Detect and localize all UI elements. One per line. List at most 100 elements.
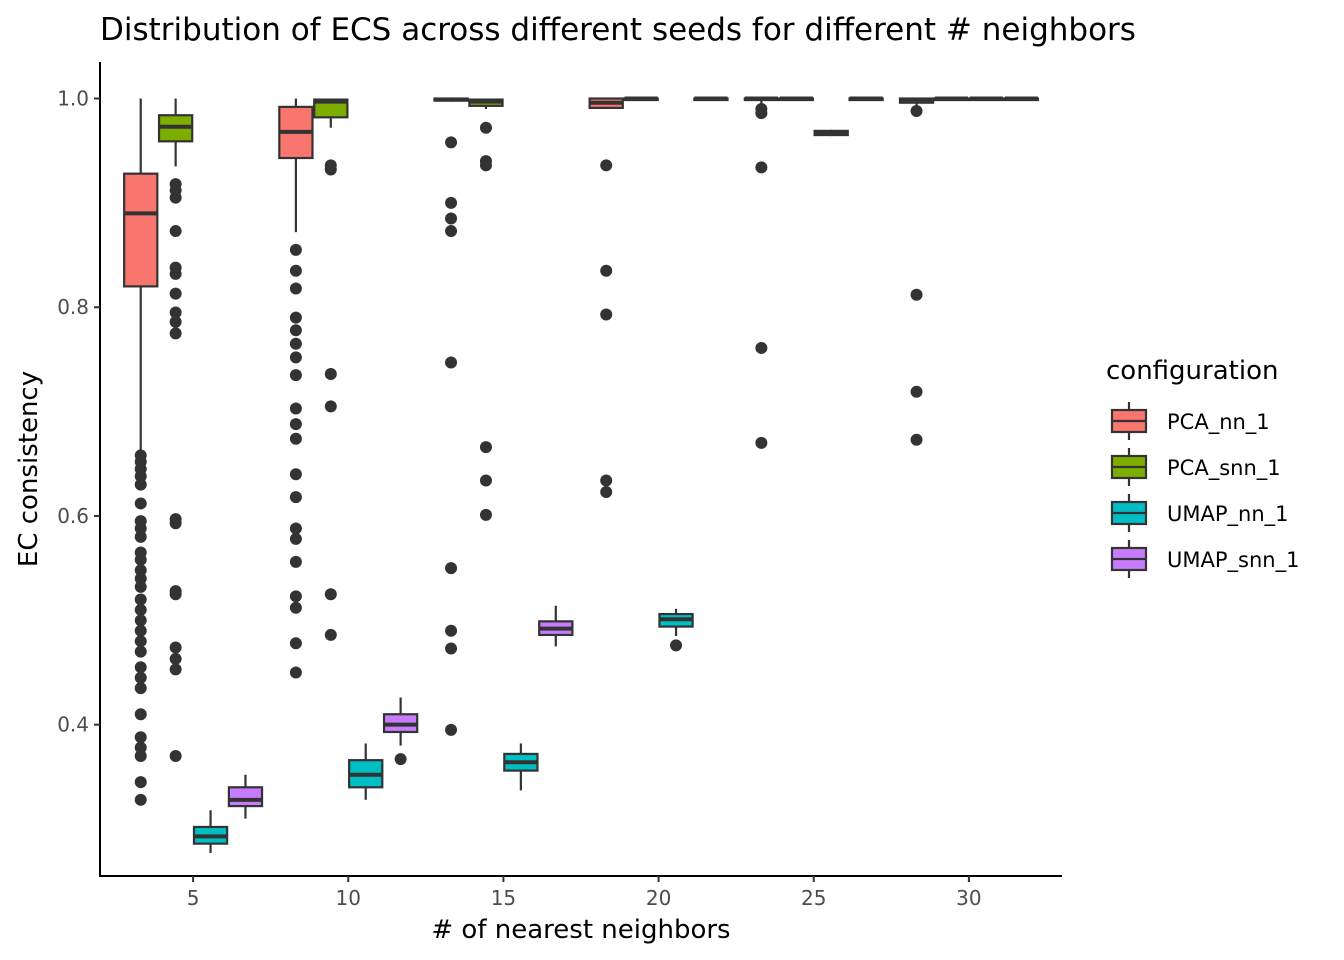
y-tick-label: 0.6 — [57, 504, 89, 528]
box-UMAP_snn_1-25 — [848, 96, 884, 102]
x-axis-ticks: 5 10 15 20 25 30 — [187, 876, 982, 910]
legend-item-PCA_snn_1: PCA_snn_1 — [1110, 448, 1281, 486]
outlier-point — [289, 351, 302, 364]
outlier-point — [755, 436, 768, 449]
outlier-point — [134, 671, 147, 684]
outlier-point — [289, 532, 302, 545]
outlier-point — [169, 749, 182, 762]
outlier-point — [324, 628, 337, 641]
box-UMAP_nn_1-20 — [658, 608, 694, 652]
outlier-point — [394, 753, 407, 766]
outlier-point — [134, 776, 147, 789]
outlier-point — [134, 593, 147, 606]
outlier-point — [445, 562, 458, 575]
outlier-point — [289, 468, 302, 481]
outlier-point — [445, 642, 458, 655]
y-axis-title: EC consistency — [14, 371, 44, 567]
box-UMAP_snn_1-5 — [227, 774, 264, 819]
box-PCA_nn_1-30 — [898, 97, 935, 446]
box-PCA_nn_1-15 — [433, 97, 469, 736]
outlier-point — [445, 356, 458, 369]
outlier-point — [289, 601, 302, 614]
legend-item-PCA_nn_1: PCA_nn_1 — [1110, 402, 1270, 440]
x-tick-label: 20 — [646, 886, 671, 910]
outlier-point — [169, 652, 182, 665]
box-PCA_nn_1-25 — [743, 96, 780, 449]
outlier-point — [134, 603, 147, 616]
outlier-point — [169, 191, 182, 204]
legend-label: PCA_nn_1 — [1167, 410, 1270, 435]
outlier-point — [600, 474, 613, 487]
legend-label: UMAP_nn_1 — [1167, 502, 1289, 527]
x-tick-label: 5 — [187, 886, 200, 910]
outlier-point — [134, 624, 147, 637]
outlier-point — [169, 315, 182, 328]
outlier-point — [600, 308, 613, 321]
box-UMAP_snn_1-10 — [382, 697, 419, 766]
box-UMAP_nn_1-25 — [813, 129, 849, 137]
outlier-point — [134, 749, 147, 762]
outlier-point — [134, 580, 147, 593]
x-tick-label: 30 — [956, 886, 981, 910]
outlier-point — [324, 400, 337, 413]
x-tick-label: 10 — [336, 886, 361, 910]
outlier-point — [445, 624, 458, 637]
x-axis-title: # of nearest neighbors — [431, 915, 730, 945]
legend-title: configuration — [1106, 356, 1278, 386]
outlier-point — [134, 530, 147, 543]
outlier-point — [134, 731, 147, 744]
outlier-point — [134, 741, 147, 754]
outlier-point — [289, 282, 302, 295]
box-PCA_snn_1-20 — [623, 96, 659, 102]
outlier-point — [445, 225, 458, 238]
box-UMAP_nn_1-30 — [968, 96, 1005, 102]
outlier-point — [134, 645, 147, 658]
box-UMAP_nn_1-10 — [348, 743, 384, 800]
outlier-point — [289, 264, 302, 277]
box-PCA_snn_1-15 — [468, 98, 504, 521]
box-UMAP_snn_1-15 — [538, 605, 574, 647]
outlier-point — [289, 418, 302, 431]
box-UMAP_nn_1-5 — [192, 810, 229, 854]
series-PCA_nn_1 — [123, 96, 935, 806]
box-PCA_snn_1-30 — [933, 96, 970, 102]
y-axis-ticks: 0.4 0.6 0.8 1.0 — [57, 87, 100, 737]
outlier-point — [289, 243, 302, 256]
outlier-point — [324, 368, 337, 381]
outlier-point — [134, 614, 147, 627]
box-PCA_nn_1-10 — [278, 98, 314, 679]
outlier-point — [134, 793, 147, 806]
outlier-point — [445, 196, 458, 209]
legend-item-UMAP_nn_1: UMAP_nn_1 — [1110, 494, 1289, 532]
outlier-point — [169, 267, 182, 280]
x-tick-label: 25 — [801, 886, 826, 910]
outlier-point — [134, 497, 147, 510]
outlier-point — [445, 723, 458, 736]
outlier-point — [755, 161, 768, 174]
outlier-point — [169, 588, 182, 601]
outlier-point — [289, 311, 302, 324]
outlier-point — [169, 287, 182, 300]
outlier-point — [134, 572, 147, 585]
outlier-point — [289, 555, 302, 568]
outlier-point — [479, 474, 492, 487]
outlier-point — [910, 105, 923, 118]
box-PCA_nn_1-20 — [588, 97, 624, 498]
y-tick-label: 0.4 — [57, 713, 89, 737]
outlier-point — [910, 433, 923, 446]
box-body — [123, 172, 159, 288]
outlier-point — [600, 485, 613, 498]
outlier-point — [134, 564, 147, 577]
legend-label: PCA_snn_1 — [1167, 456, 1281, 481]
box-UMAP_nn_1-15 — [503, 743, 539, 791]
outlier-point — [169, 327, 182, 340]
x-tick-label: 15 — [491, 886, 516, 910]
series-UMAP_nn_1 — [192, 96, 1005, 854]
outlier-point — [479, 441, 492, 454]
plot-area — [123, 96, 1039, 854]
outlier-point — [289, 522, 302, 535]
outlier-point — [134, 635, 147, 648]
box-body — [227, 786, 264, 808]
outlier-point — [169, 306, 182, 319]
